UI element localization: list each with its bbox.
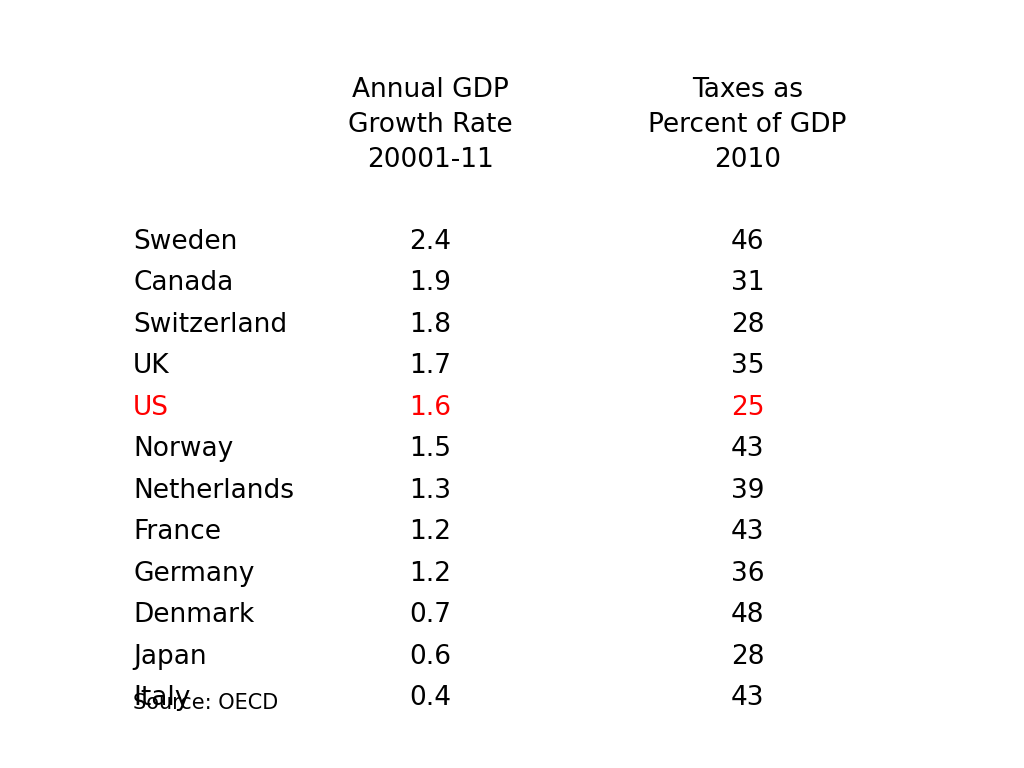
Text: 48: 48 <box>731 602 764 628</box>
Text: 43: 43 <box>731 436 764 462</box>
Text: US: US <box>133 395 169 421</box>
Text: 0.6: 0.6 <box>409 644 452 670</box>
Text: Annual GDP
Growth Rate
20001-11: Annual GDP Growth Rate 20001-11 <box>348 77 512 173</box>
Text: 28: 28 <box>731 312 764 338</box>
Text: Germany: Germany <box>133 561 255 587</box>
Text: 1.7: 1.7 <box>409 353 452 379</box>
Text: 25: 25 <box>731 395 764 421</box>
Text: Norway: Norway <box>133 436 233 462</box>
Text: 1.8: 1.8 <box>409 312 452 338</box>
Text: Source: OECD: Source: OECD <box>133 693 279 713</box>
Text: 46: 46 <box>731 229 764 255</box>
Text: 39: 39 <box>731 478 764 504</box>
Text: 36: 36 <box>731 561 764 587</box>
Text: 1.9: 1.9 <box>409 270 452 296</box>
Text: 0.4: 0.4 <box>409 685 452 711</box>
Text: Taxes as
Percent of GDP
2010: Taxes as Percent of GDP 2010 <box>648 77 847 173</box>
Text: 1.5: 1.5 <box>409 436 452 462</box>
Text: 1.2: 1.2 <box>409 561 452 587</box>
Text: Netherlands: Netherlands <box>133 478 294 504</box>
Text: 1.3: 1.3 <box>409 478 452 504</box>
Text: 1.6: 1.6 <box>409 395 452 421</box>
Text: 0.7: 0.7 <box>409 602 452 628</box>
Text: 35: 35 <box>731 353 764 379</box>
Text: Japan: Japan <box>133 644 207 670</box>
Text: Sweden: Sweden <box>133 229 238 255</box>
Text: 31: 31 <box>731 270 764 296</box>
Text: 43: 43 <box>731 519 764 545</box>
Text: UK: UK <box>133 353 170 379</box>
Text: Denmark: Denmark <box>133 602 254 628</box>
Text: Switzerland: Switzerland <box>133 312 288 338</box>
Text: 28: 28 <box>731 644 764 670</box>
Text: 2.4: 2.4 <box>409 229 452 255</box>
Text: Canada: Canada <box>133 270 233 296</box>
Text: 1.2: 1.2 <box>409 519 452 545</box>
Text: Italy: Italy <box>133 685 190 711</box>
Text: 43: 43 <box>731 685 764 711</box>
Text: France: France <box>133 519 221 545</box>
